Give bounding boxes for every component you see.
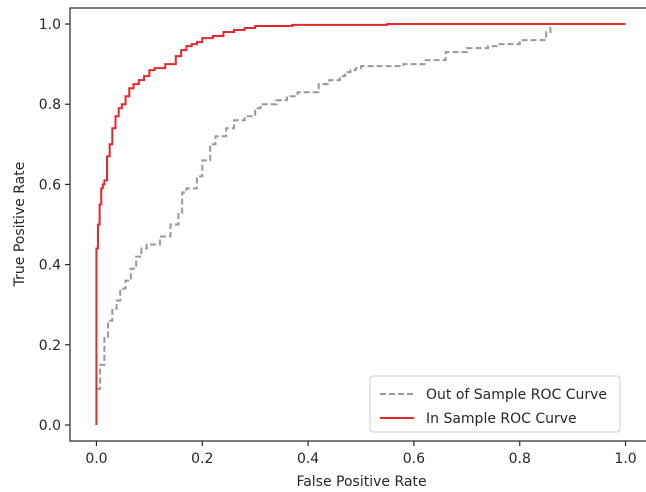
- legend: Out of Sample ROC Curve In Sample ROC Cu…: [369, 375, 621, 433]
- legend-box: [369, 375, 621, 433]
- axes-frame: [69, 7, 646, 442]
- y-tick-label: 0.2: [39, 338, 61, 354]
- y-tick-label: 0.6: [39, 177, 61, 193]
- x-tick-label: 1.0: [614, 451, 636, 467]
- y-tick-label: 1.0: [39, 17, 61, 33]
- axes-layer: [69, 7, 646, 442]
- y-tick-label: 0.4: [39, 258, 61, 274]
- x-tick-label: 0.6: [403, 451, 425, 467]
- series-layer: [95, 23, 626, 425]
- x-tick-label: 0.0: [85, 451, 107, 467]
- legend-label-out-of-sample: Out of Sample ROC Curve: [426, 387, 607, 403]
- y-tick-label: 0.0: [39, 418, 61, 434]
- series-line-out-of-sample: [95, 23, 626, 425]
- x-axis-label: False Positive Rate: [296, 474, 426, 490]
- y-tick-label: 0.8: [39, 97, 61, 113]
- x-tick-label: 0.8: [509, 451, 531, 467]
- series-line-in-sample: [95, 23, 626, 425]
- legend-label-in-sample: In Sample ROC Curve: [426, 411, 577, 427]
- x-tick-label: 0.2: [191, 451, 213, 467]
- x-tick-label: 0.4: [297, 451, 319, 467]
- y-axis-label: True Positive Rate: [12, 162, 28, 288]
- ticks-layer: 0.0 0.2 0.4 0.6 0.8 1.0 0.0 0.2 0.4 0.6 0.8 1.0: [39, 17, 637, 467]
